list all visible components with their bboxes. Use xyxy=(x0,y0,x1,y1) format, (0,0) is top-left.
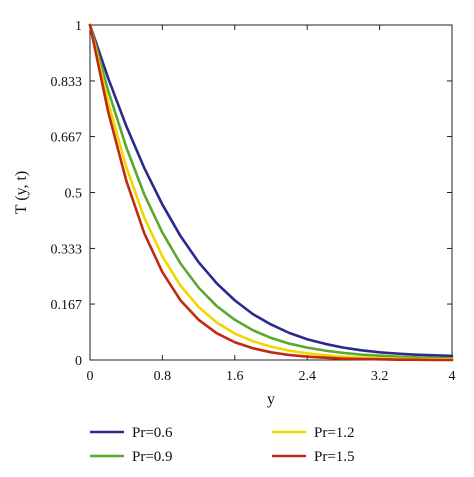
y-tick-label: 0.833 xyxy=(51,75,83,90)
y-tick-label: 0 xyxy=(75,354,82,369)
series-line-3 xyxy=(88,23,454,362)
y-tick-label: 0.5 xyxy=(65,187,83,202)
axes xyxy=(89,24,453,361)
x-tick-label: 0.8 xyxy=(154,369,172,384)
x-tick-label: 2.4 xyxy=(298,369,316,384)
series-line-0 xyxy=(88,23,454,358)
series-lines xyxy=(88,23,454,362)
x-tick-label: 1.6 xyxy=(226,369,244,384)
y-tick-label: 0.333 xyxy=(51,242,83,257)
y-tick-label: 0.167 xyxy=(51,298,83,313)
legend-label: Pr=0.9 xyxy=(132,449,173,465)
legend-label: Pr=0.6 xyxy=(132,425,173,441)
legend-label: Pr=1.5 xyxy=(314,449,355,465)
y-axis-title: T (y, t) xyxy=(13,171,30,215)
legend-label: Pr=1.2 xyxy=(314,425,355,441)
x-axis-title: y xyxy=(267,391,275,408)
y-tick-label: 0.667 xyxy=(51,131,83,146)
x-tick-label: 4 xyxy=(449,369,456,384)
legend: Pr=0.6 Pr=0.9 Pr=1.2 Pr=1.5 xyxy=(90,425,355,465)
series-line-1 xyxy=(88,23,454,360)
x-tick-label: 0 xyxy=(87,369,94,384)
tick-labels: 0 0.8 1.6 2.4 3.2 4 0 0.167 0.333 0.5 0.667 0.833 1 xyxy=(51,19,456,384)
y-tick-label: 1 xyxy=(75,19,82,34)
x-tick-label: 3.2 xyxy=(371,369,389,384)
